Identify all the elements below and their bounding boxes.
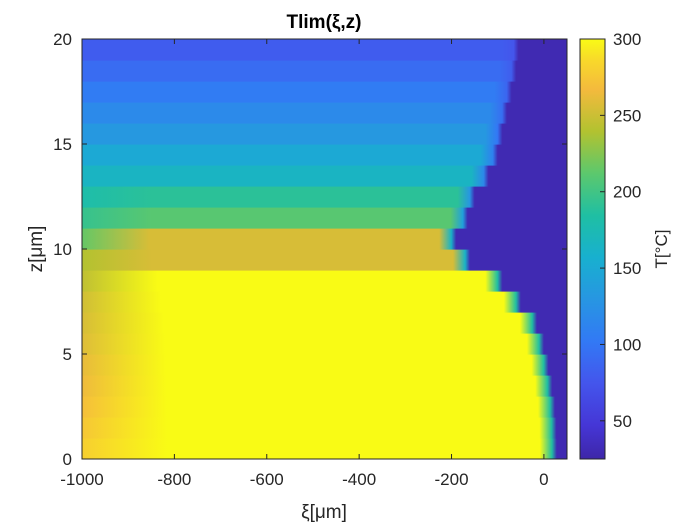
x-tick-label: -600 (250, 470, 284, 489)
heatmap-row (82, 270, 567, 292)
x-tick-label: -1000 (60, 470, 103, 489)
heatmap-row (82, 207, 567, 229)
heatmap-row (82, 81, 567, 103)
heatmap-row (82, 39, 567, 61)
heatmap-row (82, 312, 567, 334)
heatmap-row (82, 354, 567, 376)
colorbar-ticks: 50 100 150 200 250 300 (600, 30, 641, 431)
y-tick-label: 15 (53, 135, 72, 154)
colorbar-tick-label: 100 (613, 335, 641, 354)
y-tick-label: 0 (63, 450, 72, 469)
heatmap-row (82, 249, 567, 271)
colorbar-tick-label: 300 (613, 30, 641, 49)
y-tick-label: 5 (63, 345, 72, 364)
colorbar-tick-label: 50 (613, 412, 632, 431)
heatmap-row (82, 186, 567, 208)
heatmap-row (82, 102, 567, 124)
y-tick-label: 20 (53, 30, 72, 49)
heatmap-row (82, 144, 567, 166)
y-axis-ticks: 0 5 10 15 20 (53, 30, 567, 469)
heatmap-row (82, 333, 567, 355)
heatmap-cells (82, 39, 567, 459)
x-axis-ticks: -1000 -800 -600 -400 -200 0 (60, 39, 549, 489)
heatmap-row (82, 123, 567, 145)
colorbar-label: T[°C] (652, 230, 671, 269)
heatmap-row (82, 396, 567, 418)
y-axis-label: z[μm] (26, 226, 47, 273)
x-tick-label: -400 (342, 470, 376, 489)
colorbar (579, 38, 606, 460)
x-axis-label: ξ[μm] (301, 502, 347, 523)
heatmap-row (82, 438, 567, 459)
heatmap-row (82, 291, 567, 313)
heatmap-row (82, 417, 567, 439)
x-tick-label: -200 (435, 470, 469, 489)
colorbar-tick-label: 150 (613, 259, 641, 278)
heatmap-row (82, 228, 567, 250)
heatmap-row (82, 60, 567, 82)
colorbar-tick-label: 200 (613, 183, 641, 202)
y-tick-label: 10 (53, 240, 72, 259)
x-tick-label: 0 (539, 470, 548, 489)
heatmap-row (82, 165, 567, 187)
heatmap-row (82, 375, 567, 397)
chart-title: Tlim(ξ,z) (287, 12, 362, 33)
colorbar-tick-label: 250 (613, 106, 641, 125)
x-tick-label: -800 (157, 470, 191, 489)
